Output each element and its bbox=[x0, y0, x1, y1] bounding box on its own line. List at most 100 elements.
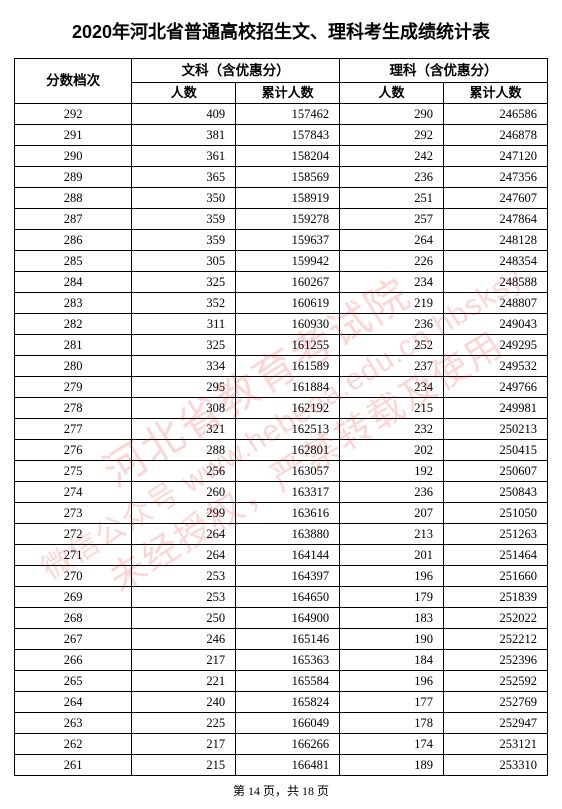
cell-wen-count: 365 bbox=[132, 167, 236, 188]
cell-wen-count: 217 bbox=[132, 734, 236, 755]
table-row: 271264164144201251464 bbox=[15, 545, 548, 566]
cell-score: 278 bbox=[15, 398, 132, 419]
cell-li-cum: 246586 bbox=[444, 104, 548, 125]
table-row: 285305159942226248354 bbox=[15, 251, 548, 272]
cell-li-count: 237 bbox=[340, 356, 444, 377]
table-row: 278308162192215249981 bbox=[15, 398, 548, 419]
cell-li-cum: 252022 bbox=[444, 608, 548, 629]
cell-li-count: 213 bbox=[340, 524, 444, 545]
cell-li-cum: 252947 bbox=[444, 713, 548, 734]
table-row: 266217165363184252396 bbox=[15, 650, 548, 671]
cell-li-cum: 251263 bbox=[444, 524, 548, 545]
cell-li-count: 196 bbox=[340, 566, 444, 587]
col-li-group: 理科（含优惠分） bbox=[340, 59, 548, 83]
table-row: 276288162801202250415 bbox=[15, 440, 548, 461]
cell-score: 286 bbox=[15, 230, 132, 251]
cell-wen-cum: 161589 bbox=[236, 356, 340, 377]
cell-li-cum: 251660 bbox=[444, 566, 548, 587]
cell-wen-count: 295 bbox=[132, 377, 236, 398]
cell-li-count: 236 bbox=[340, 167, 444, 188]
cell-wen-count: 350 bbox=[132, 188, 236, 209]
cell-wen-cum: 161255 bbox=[236, 335, 340, 356]
cell-score: 285 bbox=[15, 251, 132, 272]
cell-li-cum: 250843 bbox=[444, 482, 548, 503]
cell-li-count: 174 bbox=[340, 734, 444, 755]
cell-li-count: 234 bbox=[340, 377, 444, 398]
cell-li-cum: 248128 bbox=[444, 230, 548, 251]
cell-score: 269 bbox=[15, 587, 132, 608]
cell-li-cum: 252592 bbox=[444, 671, 548, 692]
cell-wen-cum: 164900 bbox=[236, 608, 340, 629]
cell-wen-count: 352 bbox=[132, 293, 236, 314]
cell-wen-cum: 159637 bbox=[236, 230, 340, 251]
cell-score: 274 bbox=[15, 482, 132, 503]
cell-li-count: 264 bbox=[340, 230, 444, 251]
cell-li-cum: 247607 bbox=[444, 188, 548, 209]
cell-li-cum: 250607 bbox=[444, 461, 548, 482]
cell-li-cum: 249981 bbox=[444, 398, 548, 419]
table-row: 280334161589237249532 bbox=[15, 356, 548, 377]
cell-score: 267 bbox=[15, 629, 132, 650]
cell-wen-cum: 160619 bbox=[236, 293, 340, 314]
table-row: 284325160267234248588 bbox=[15, 272, 548, 293]
cell-li-cum: 248807 bbox=[444, 293, 548, 314]
cell-wen-count: 256 bbox=[132, 461, 236, 482]
table-row: 290361158204242247120 bbox=[15, 146, 548, 167]
cell-score: 292 bbox=[15, 104, 132, 125]
cell-wen-count: 334 bbox=[132, 356, 236, 377]
cell-wen-cum: 166481 bbox=[236, 755, 340, 776]
score-table: 分数档次 文科（含优惠分） 理科（含优惠分） 人数 累计人数 人数 累计人数 2… bbox=[14, 58, 548, 776]
cell-li-cum: 251839 bbox=[444, 587, 548, 608]
cell-score: 283 bbox=[15, 293, 132, 314]
cell-wen-count: 215 bbox=[132, 755, 236, 776]
cell-li-count: 178 bbox=[340, 713, 444, 734]
table-row: 286359159637264248128 bbox=[15, 230, 548, 251]
cell-wen-cum: 159278 bbox=[236, 209, 340, 230]
cell-li-count: 192 bbox=[340, 461, 444, 482]
cell-li-cum: 251464 bbox=[444, 545, 548, 566]
cell-li-count: 234 bbox=[340, 272, 444, 293]
cell-wen-cum: 163057 bbox=[236, 461, 340, 482]
cell-li-count: 292 bbox=[340, 125, 444, 146]
cell-wen-count: 217 bbox=[132, 650, 236, 671]
cell-li-count: 290 bbox=[340, 104, 444, 125]
cell-li-cum: 249295 bbox=[444, 335, 548, 356]
col-wen-count: 人数 bbox=[132, 83, 236, 104]
cell-score: 272 bbox=[15, 524, 132, 545]
cell-wen-cum: 163880 bbox=[236, 524, 340, 545]
cell-wen-cum: 161884 bbox=[236, 377, 340, 398]
col-wen-group: 文科（含优惠分） bbox=[132, 59, 340, 83]
cell-score: 284 bbox=[15, 272, 132, 293]
cell-li-cum: 253121 bbox=[444, 734, 548, 755]
cell-wen-cum: 164397 bbox=[236, 566, 340, 587]
table-row: 270253164397196251660 bbox=[15, 566, 548, 587]
cell-li-cum: 246878 bbox=[444, 125, 548, 146]
cell-score: 271 bbox=[15, 545, 132, 566]
cell-wen-cum: 165363 bbox=[236, 650, 340, 671]
cell-wen-cum: 157843 bbox=[236, 125, 340, 146]
cell-score: 262 bbox=[15, 734, 132, 755]
cell-wen-count: 264 bbox=[132, 545, 236, 566]
col-li-cum: 累计人数 bbox=[444, 83, 548, 104]
cell-wen-cum: 158569 bbox=[236, 167, 340, 188]
cell-score: 264 bbox=[15, 692, 132, 713]
table-row: 282311160930236249043 bbox=[15, 314, 548, 335]
cell-li-cum: 249043 bbox=[444, 314, 548, 335]
cell-li-cum: 253310 bbox=[444, 755, 548, 776]
cell-wen-cum: 163317 bbox=[236, 482, 340, 503]
cell-li-cum: 252396 bbox=[444, 650, 548, 671]
cell-score: 270 bbox=[15, 566, 132, 587]
table-row: 273299163616207251050 bbox=[15, 503, 548, 524]
cell-wen-cum: 165584 bbox=[236, 671, 340, 692]
cell-li-cum: 247120 bbox=[444, 146, 548, 167]
cell-wen-cum: 164650 bbox=[236, 587, 340, 608]
cell-wen-count: 253 bbox=[132, 566, 236, 587]
table-row: 288350158919251247607 bbox=[15, 188, 548, 209]
table-row: 262217166266174253121 bbox=[15, 734, 548, 755]
table-row: 287359159278257247864 bbox=[15, 209, 548, 230]
cell-score: 277 bbox=[15, 419, 132, 440]
table-row: 268250164900183252022 bbox=[15, 608, 548, 629]
cell-wen-cum: 157462 bbox=[236, 104, 340, 125]
cell-li-count: 190 bbox=[340, 629, 444, 650]
cell-wen-count: 260 bbox=[132, 482, 236, 503]
